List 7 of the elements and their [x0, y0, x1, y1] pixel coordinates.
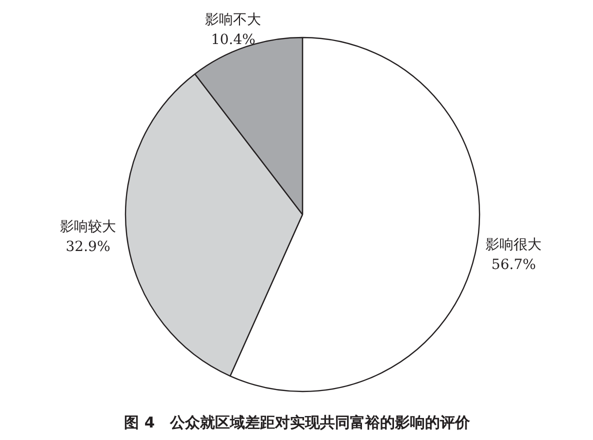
slice-label: 影响较大 — [60, 219, 116, 236]
data-label: 32.9% — [66, 239, 110, 256]
slice-label: 影响很大 — [486, 237, 542, 254]
data-label: 56.7% — [491, 257, 536, 274]
data-label: 10.4% — [210, 32, 256, 48]
text: 图 4 公众就区域差距对实现共同富裕的影响的评价 — [124, 414, 471, 432]
slice-label: 影响不大 — [205, 12, 262, 28]
